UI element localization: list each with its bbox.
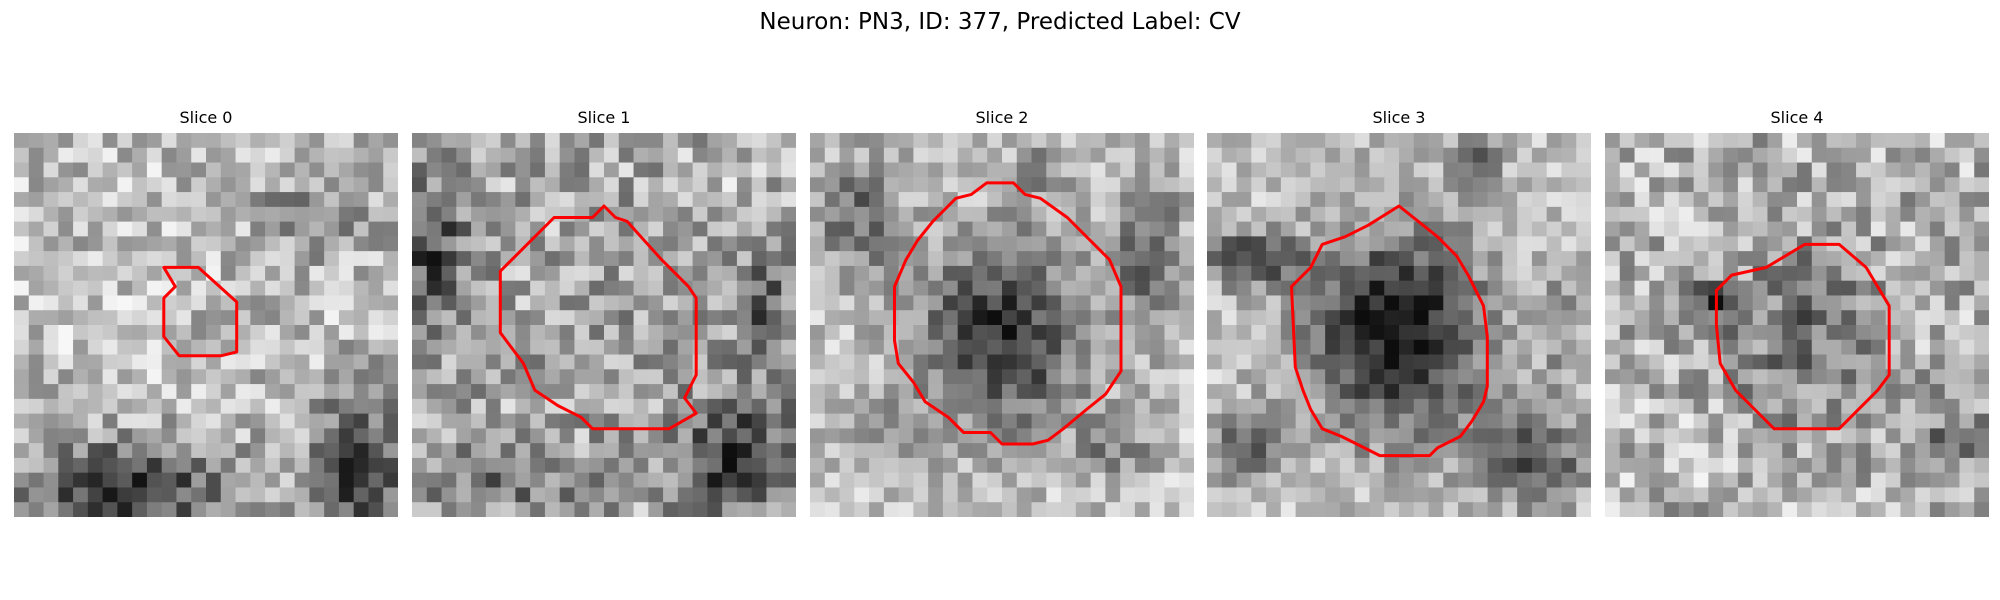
slice-title-1: Slice 1 (577, 108, 631, 127)
slice-title-4: Slice 4 (1770, 108, 1824, 127)
slice-image-3 (1207, 133, 1591, 517)
slice-panel-3: Slice 3 (1207, 106, 1591, 517)
figure-title: Neuron: PN3, ID: 377, Predicted Label: C… (759, 9, 1241, 35)
segmentation-contour-2 (893, 181, 1123, 446)
slice-panel-1: Slice 1 (412, 106, 796, 517)
slice-title-3: Slice 3 (1372, 108, 1426, 127)
segmentation-contour-4 (1714, 242, 1891, 431)
slice-image-1 (412, 133, 796, 517)
slice-panel-0: Slice 0 (14, 106, 398, 517)
slice-panel-2: Slice 2 (810, 106, 1194, 517)
segmentation-contour-0 (162, 265, 239, 358)
slice-title-0: Slice 0 (179, 108, 233, 127)
segmentation-contour-3 (1290, 204, 1489, 458)
slice-image-2 (810, 133, 1194, 517)
slice-image-4 (1605, 133, 1989, 517)
slice-panel-4: Slice 4 (1605, 106, 1989, 517)
segmentation-contour-1 (498, 204, 698, 431)
slice-image-0 (14, 133, 398, 517)
slice-title-2: Slice 2 (975, 108, 1029, 127)
